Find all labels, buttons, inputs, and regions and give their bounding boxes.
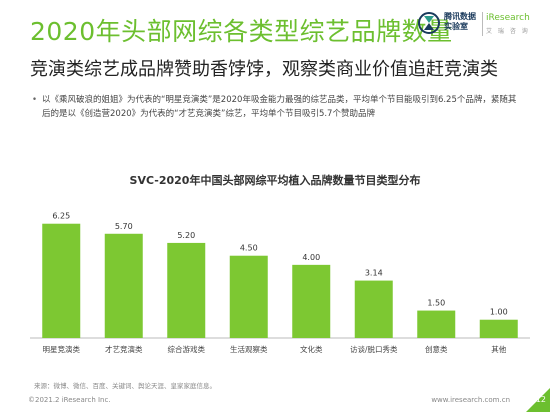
summary-bullet: 以《乘风破浪的姐姐》为代表的“明星竞演类”是2020年吸金能力最强的综艺品类，平… <box>30 93 520 121</box>
bar <box>479 319 518 338</box>
logo-divider <box>482 12 483 36</box>
copyright: ©2021.2 iResearch Inc. <box>28 396 111 404</box>
data-label: 6.25 <box>52 212 70 221</box>
data-label: 4.00 <box>302 253 320 262</box>
data-label: 1.50 <box>427 299 445 308</box>
logo-text-cn: 腾讯数据 实验室 <box>444 12 476 32</box>
data-label: 5.70 <box>115 222 133 231</box>
logo-cn-line1: 腾讯数据 <box>444 12 476 21</box>
source-note: 来源：微博、微信、百度、关键词、舆论天涯、皇家家庭信息。 <box>34 382 216 390</box>
x-tick-label: 综合游戏类 <box>168 344 206 354</box>
x-tick-label: 访谈/脱口秀类 <box>350 344 398 354</box>
bar <box>229 255 268 338</box>
bar-chart: 6.25 明星竞演类 5.70 才艺竞演类 5.20 综合游戏类 4.50 生活观察类 4.00… <box>30 212 530 354</box>
logo-cn-line2: 实验室 <box>444 22 468 31</box>
data-label: 1.00 <box>490 308 508 317</box>
bar <box>292 264 331 338</box>
bar <box>42 223 81 338</box>
x-tick-label: 明星竞演类 <box>43 344 81 354</box>
logo-iresearch: iResearch <box>486 13 530 23</box>
chart-title: SVC-2020年中国头部网综平均植入品牌数量节目类型分布 <box>129 174 421 187</box>
bar <box>354 280 393 338</box>
bar <box>104 233 143 338</box>
x-tick-label: 生活观察类 <box>230 344 268 354</box>
bar <box>167 242 206 338</box>
website-url: www.iresearch.com.cn <box>431 396 510 404</box>
logo-iresearch-sub: 艾 瑞 咨 询 <box>486 28 530 35</box>
hourglass-icon <box>418 12 440 34</box>
bar <box>417 310 456 338</box>
data-label: 3.14 <box>365 269 383 278</box>
x-tick-label: 创意类 <box>425 344 448 354</box>
brand-logo: 腾讯数据 实验室 iResearch 艾 瑞 咨 询 <box>418 10 536 40</box>
x-tick-label: 文化类 <box>300 344 323 354</box>
x-tick-label: 其他 <box>491 344 506 354</box>
x-tick-label: 才艺竞演类 <box>105 344 143 354</box>
data-label: 4.50 <box>240 244 258 253</box>
page-subtitle: 竞演类综艺成品牌赞助香饽饽，观察类商业价值追赶竞演类 <box>30 59 498 80</box>
page-title: 2020年头部网综各类型综艺品牌数量 <box>30 17 453 46</box>
data-label: 5.20 <box>177 231 195 240</box>
page-number-badge <box>526 388 550 412</box>
page-number: 12 <box>535 395 546 404</box>
